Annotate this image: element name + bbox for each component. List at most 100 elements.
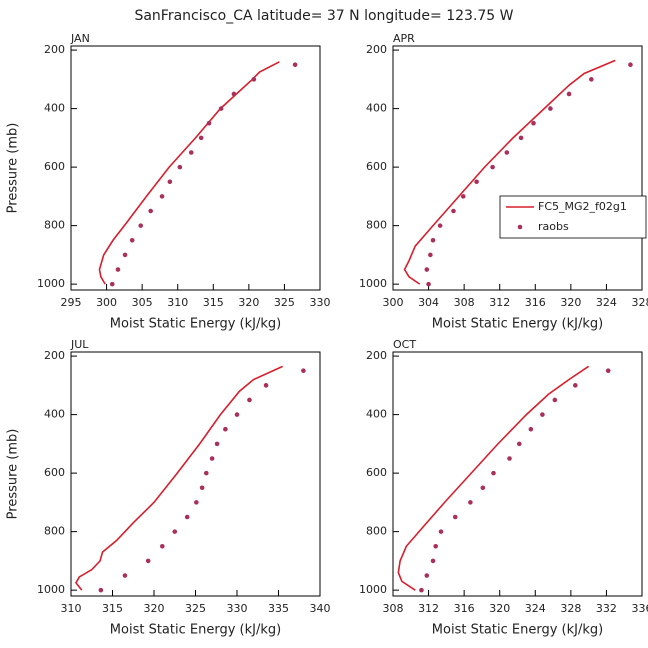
y-tick-label: 200 (44, 349, 65, 362)
raob-point (548, 106, 553, 111)
y-tick-label: 400 (44, 408, 65, 421)
model-line (98, 61, 280, 285)
x-tick-label: 328 (632, 296, 648, 309)
x-tick-label: 304 (418, 296, 439, 309)
x-tick-label: 315 (203, 296, 224, 309)
x-axis-label: Moist Static Energy (kJ/kg) (110, 623, 281, 638)
x-tick-label: 308 (454, 296, 475, 309)
raob-point (209, 456, 215, 461)
y-axis-label: Pressure (mb) (6, 429, 21, 520)
plot-frame (392, 45, 643, 291)
raob-point (460, 194, 466, 199)
x-tick-label: 336 (632, 602, 648, 615)
raob-point (428, 252, 433, 258)
x-tick-label: 320 (560, 296, 581, 309)
panel-title: JUL (70, 338, 89, 351)
x-tick-label: 332 (596, 602, 617, 615)
x-tick-label: 320 (144, 602, 165, 615)
raob-point (188, 150, 194, 155)
raob-point (218, 106, 224, 111)
y-tick-label: 1000 (359, 277, 387, 290)
y-tick-label: 600 (366, 160, 387, 173)
raob-point (504, 150, 510, 155)
x-tick-label: 325 (185, 602, 206, 615)
x-tick-label: 320 (238, 296, 259, 309)
raob-point (159, 194, 165, 199)
raob-point (115, 267, 121, 272)
x-tick-label: 300 (96, 296, 117, 309)
panel-title: OCT (393, 338, 416, 351)
x-tick-label: 324 (596, 296, 617, 309)
raob-point (628, 62, 633, 68)
raob-point (507, 456, 512, 461)
x-tick-label: 305 (132, 296, 153, 309)
y-tick-label: 1000 (37, 583, 65, 596)
raob-point (426, 281, 431, 287)
raob-point (419, 587, 424, 593)
raob-point (430, 558, 436, 564)
x-tick-label: 316 (525, 296, 546, 309)
x-tick-label: 335 (268, 602, 289, 615)
raob-point (540, 412, 545, 417)
raob-point (531, 120, 536, 126)
y-tick-label: 1000 (37, 277, 65, 290)
x-tick-label: 340 (310, 602, 331, 615)
y-tick-label: 400 (366, 408, 387, 421)
model-line (403, 59, 616, 285)
model-line (75, 365, 283, 591)
raob-point (194, 500, 199, 505)
plot-frame (70, 45, 321, 291)
raob-point (223, 426, 228, 432)
raob-point (424, 267, 430, 272)
raob-point (231, 91, 237, 97)
raob-point (167, 179, 173, 185)
y-tick-label: 600 (44, 160, 65, 173)
raob-point (528, 426, 534, 432)
y-tick-label: 800 (44, 219, 65, 232)
panel-title: JAN (70, 32, 90, 45)
raob-point (122, 252, 128, 258)
raob-point (480, 485, 486, 491)
raob-point (491, 470, 496, 476)
raob-point (247, 397, 252, 403)
x-tick-label: 308 (383, 602, 404, 615)
x-tick-label: 324 (525, 602, 546, 615)
raob-point (251, 77, 257, 82)
raob-point (138, 223, 144, 228)
x-tick-label: 330 (227, 602, 248, 615)
x-tick-label: 312 (489, 296, 510, 309)
raob-point (424, 573, 430, 578)
x-tick-label: 312 (418, 602, 439, 615)
x-tick-label: 320 (489, 602, 510, 615)
raob-point (573, 383, 578, 388)
x-tick-label: 328 (560, 602, 581, 615)
raob-point (234, 412, 240, 417)
x-tick-label: 315 (102, 602, 123, 615)
legend-marker (517, 224, 523, 230)
raob-point (203, 470, 209, 476)
raob-point (214, 441, 220, 447)
x-axis-label: Moist Static Energy (kJ/kg) (110, 317, 281, 332)
raob-point (184, 514, 190, 520)
raob-point (437, 223, 443, 228)
raob-point (206, 120, 212, 126)
chart-title: SanFrancisco_CA latitude= 37 N longitude… (134, 8, 513, 24)
x-tick-label: 325 (274, 296, 295, 309)
raob-point (199, 485, 205, 491)
legend-box (499, 195, 647, 239)
y-tick-label: 600 (366, 466, 387, 479)
y-tick-label: 800 (366, 525, 387, 538)
y-tick-label: 1000 (359, 583, 387, 596)
x-tick-label: 310 (167, 296, 188, 309)
raob-point (552, 397, 558, 403)
plot-frame (70, 351, 321, 597)
raob-point (292, 62, 298, 68)
x-tick-label: 310 (61, 602, 82, 615)
raob-point (452, 514, 458, 520)
legend-label: FC5_MG2_f02g1 (538, 200, 627, 213)
plot-frame (392, 351, 643, 597)
raob-point (474, 179, 479, 185)
x-tick-label: 295 (61, 296, 82, 309)
raob-point (589, 77, 594, 82)
y-axis-label: Pressure (mb) (6, 123, 21, 214)
